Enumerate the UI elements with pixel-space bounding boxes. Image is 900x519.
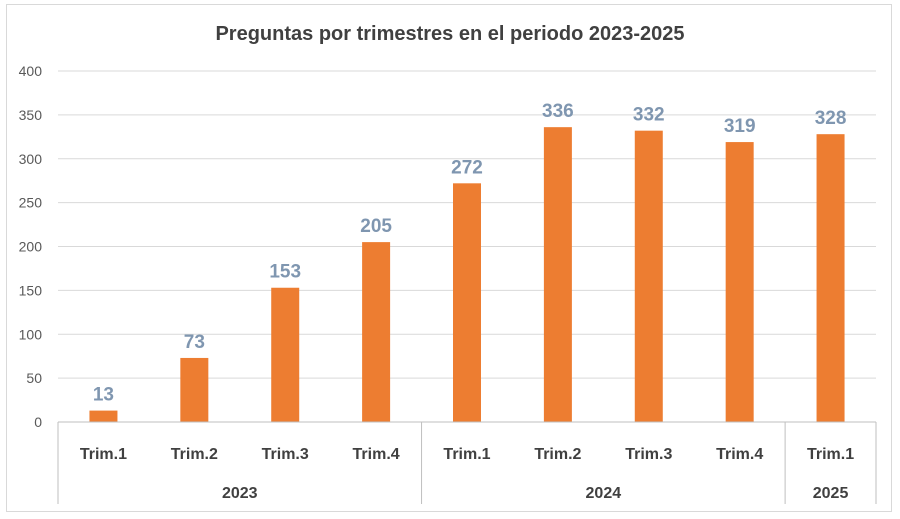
x-axis: Trim.1 Trim.2 Trim.3 Trim.4 Trim.1 Trim.2 Trim… bbox=[57, 421, 877, 504]
chart-title: Preguntas por trimestres en el periodo 2… bbox=[215, 23, 684, 45]
x-tick-label: Trim.3 bbox=[625, 446, 672, 463]
bar bbox=[271, 287, 300, 422]
bar bbox=[634, 130, 663, 423]
bar bbox=[816, 134, 845, 422]
data-label: 332 bbox=[633, 105, 665, 126]
data-label: 336 bbox=[542, 101, 574, 122]
data-label: 328 bbox=[815, 108, 847, 129]
y-tick-label: 400 bbox=[19, 63, 43, 79]
data-label: 13 bbox=[93, 385, 114, 406]
y-tick-label: 350 bbox=[19, 107, 43, 123]
y-axis-ticks: 0 50 100 150 200 250 300 350 400 bbox=[19, 63, 43, 430]
x-tick-label: Trim.1 bbox=[443, 446, 490, 463]
x-group-label: 2023 bbox=[222, 485, 258, 502]
bar bbox=[453, 183, 481, 422]
y-tick-label: 200 bbox=[19, 239, 43, 255]
x-tick-label: Trim.1 bbox=[80, 446, 127, 463]
y-tick-label: 150 bbox=[19, 282, 43, 298]
y-tick-label: 300 bbox=[19, 151, 43, 167]
x-group-label: 2025 bbox=[813, 485, 849, 502]
x-tick-label: Trim.4 bbox=[353, 446, 400, 463]
data-label: 205 bbox=[360, 216, 392, 237]
x-tick-label: Trim.2 bbox=[534, 446, 581, 463]
x-tick-label: Trim.1 bbox=[807, 446, 854, 463]
data-labels: 13 73 153 205 272 336 332 319 328 bbox=[93, 101, 847, 405]
x-tick-label: Trim.3 bbox=[262, 446, 309, 463]
data-label: 73 bbox=[184, 332, 205, 353]
bar bbox=[725, 142, 754, 422]
data-label: 153 bbox=[269, 262, 301, 283]
data-label: 272 bbox=[451, 157, 483, 178]
bar bbox=[362, 242, 391, 422]
x-tick-label: Trim.2 bbox=[171, 446, 218, 463]
bar bbox=[543, 127, 572, 422]
data-label: 319 bbox=[724, 116, 756, 137]
x-tick-label: Trim.4 bbox=[716, 446, 763, 463]
bar bbox=[89, 410, 118, 422]
x-group-label: 2024 bbox=[586, 485, 622, 502]
y-tick-label: 50 bbox=[26, 370, 42, 386]
y-tick-label: 250 bbox=[19, 195, 43, 211]
bar bbox=[180, 357, 209, 422]
y-tick-label: 0 bbox=[34, 414, 42, 430]
bars bbox=[89, 127, 845, 423]
y-tick-label: 100 bbox=[19, 326, 43, 342]
